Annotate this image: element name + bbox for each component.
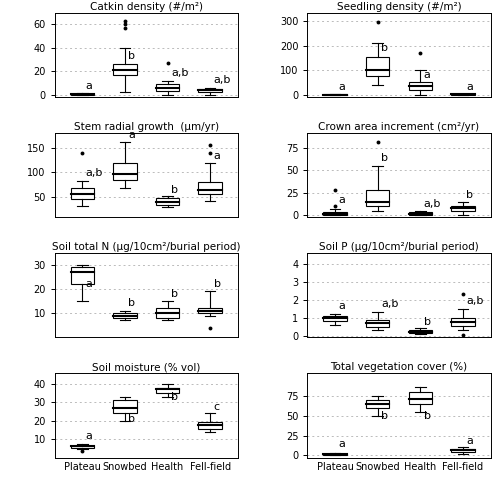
Text: a: a — [466, 436, 473, 446]
Bar — [323, 316, 347, 321]
Bar — [114, 164, 137, 180]
Bar — [451, 449, 475, 452]
Bar — [156, 308, 179, 318]
Title: Stem radial growth  (μm/yr): Stem radial growth (μm/yr) — [74, 122, 219, 132]
Text: a: a — [86, 279, 93, 289]
Text: b: b — [381, 412, 388, 422]
Title: Soil moisture (% vol): Soil moisture (% vol) — [92, 362, 201, 372]
Text: a: a — [214, 152, 221, 162]
Text: b: b — [128, 50, 135, 60]
Bar — [71, 188, 94, 199]
Bar — [156, 388, 179, 393]
Text: a,b: a,b — [171, 68, 188, 78]
Text: b: b — [381, 153, 388, 163]
Text: a: a — [86, 81, 93, 91]
Title: Total vegetation cover (%): Total vegetation cover (%) — [331, 362, 468, 372]
Bar — [199, 89, 222, 92]
Text: b: b — [171, 185, 178, 195]
Text: c: c — [214, 402, 220, 411]
Bar — [408, 330, 432, 333]
Text: a: a — [424, 70, 431, 81]
Text: a: a — [339, 194, 346, 204]
Text: a: a — [466, 82, 473, 92]
Bar — [323, 454, 347, 455]
Bar — [366, 56, 389, 76]
Text: a: a — [339, 82, 346, 92]
Text: b: b — [128, 414, 135, 424]
Bar — [408, 212, 432, 214]
Bar — [114, 400, 137, 413]
Text: a,b: a,b — [381, 300, 398, 310]
Text: a,b: a,b — [214, 76, 231, 86]
Text: b: b — [171, 288, 178, 298]
Bar — [199, 308, 222, 313]
Bar — [366, 400, 389, 408]
Bar — [408, 392, 432, 404]
Text: b: b — [424, 316, 431, 326]
Bar — [366, 190, 389, 206]
Bar — [199, 182, 222, 194]
Bar — [199, 422, 222, 429]
Text: a,b: a,b — [424, 199, 441, 209]
Text: a: a — [86, 431, 93, 441]
Title: Crown area increment (cm²/yr): Crown area increment (cm²/yr) — [318, 122, 480, 132]
Title: Soil total N (μg/10cm²/burial period): Soil total N (μg/10cm²/burial period) — [52, 242, 241, 252]
Text: a,b: a,b — [466, 296, 484, 306]
Bar — [71, 446, 94, 448]
Bar — [451, 318, 475, 326]
Text: b: b — [424, 412, 431, 422]
Bar — [451, 206, 475, 211]
Bar — [114, 313, 137, 318]
Text: b: b — [171, 392, 178, 402]
Title: Seedling density (#/m²): Seedling density (#/m²) — [337, 2, 461, 12]
Text: b: b — [214, 279, 221, 289]
Bar — [323, 212, 347, 216]
Bar — [156, 198, 179, 205]
Bar — [71, 94, 94, 95]
Bar — [114, 64, 137, 75]
Bar — [156, 84, 179, 91]
Text: a,b: a,b — [86, 168, 103, 178]
Bar — [408, 82, 432, 89]
Title: Soil P (μg/10cm²/burial period): Soil P (μg/10cm²/burial period) — [319, 242, 479, 252]
Text: a: a — [339, 302, 346, 312]
Text: b: b — [466, 190, 473, 200]
Bar — [366, 320, 389, 326]
Bar — [71, 268, 94, 284]
Text: b: b — [381, 43, 388, 53]
Text: a: a — [339, 439, 346, 449]
Title: Catkin density (#/m²): Catkin density (#/m²) — [90, 2, 203, 12]
Text: b: b — [128, 298, 135, 308]
Text: a: a — [128, 130, 135, 140]
